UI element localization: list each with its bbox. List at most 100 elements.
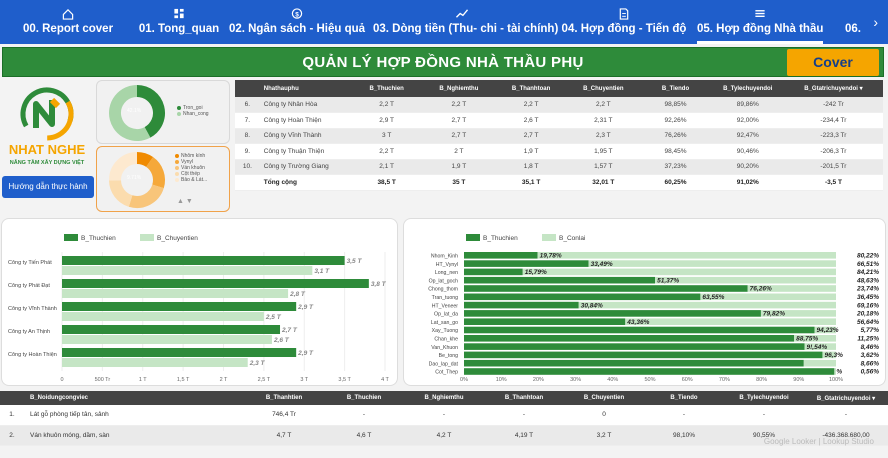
x-tick-label: 2,5 T [258, 377, 271, 383]
bar-B_Chuyentien[interactable] [62, 312, 264, 321]
nav-tab-4[interactable]: 04. Hợp đồng - Tiến độ [560, 0, 688, 44]
column-header[interactable]: B_Nghiemthu [404, 391, 484, 405]
column-header[interactable]: B_Tylechuyendoi [711, 80, 784, 97]
bar-B_Chuyentien[interactable] [62, 335, 272, 344]
donut-slice [136, 85, 165, 138]
bar-B_Thuchien[interactable] [464, 318, 626, 325]
bar-B_Conlai[interactable] [578, 301, 836, 309]
table-row[interactable]: 7. Công ty Hoàn Thiện 2,9 T 2,7 T 2,6 T 2,31 … [235, 112, 883, 129]
table-row[interactable]: 6. Công ty Nhân Hòa 2,2 T 2,2 T 2,2 T 2,2 T 98… [235, 97, 883, 113]
bar-B_Thuchien[interactable] [62, 302, 297, 311]
done-value-label: 79,82% [763, 311, 785, 318]
bar-B_Thuchien[interactable] [464, 359, 804, 367]
svg-text:$: $ [295, 11, 299, 18]
column-header[interactable]: B_Thuchien [324, 391, 404, 405]
bar-B_Thuchien[interactable] [464, 293, 701, 301]
cover-button[interactable]: Cover [787, 49, 879, 76]
bar-B_Thuchien[interactable] [62, 256, 345, 265]
nav-tab-2[interactable]: $02. Ngân sách - Hiệu quả [228, 0, 366, 44]
bar-B_Chuyentien[interactable] [62, 266, 313, 275]
table-row[interactable]: 2. Ván khuôn móng, dầm, sàn 4,7 T 4,6 T 4,2 … [0, 425, 888, 446]
home-icon [62, 8, 74, 20]
column-header[interactable]: B_Tylechuyendoi [724, 391, 804, 405]
legend-item: Vynyl [175, 159, 207, 165]
legend-item: Tron_goi [177, 105, 209, 111]
bar-B_Conlai[interactable] [747, 285, 836, 292]
column-header[interactable]: B_Nghiemthu [422, 80, 495, 97]
bar-B_Conlai[interactable] [834, 368, 836, 375]
done-value-label: 88,75% [796, 336, 818, 343]
remain-value-label: 69,16% [857, 302, 879, 309]
total-cell [235, 174, 260, 191]
column-header[interactable]: B_Noidungcongviec [24, 391, 244, 405]
bar-B_Thuchien[interactable] [464, 285, 748, 292]
bar-B_Thuchien[interactable] [464, 343, 805, 350]
bar-B_Conlai[interactable] [794, 335, 836, 342]
nav-tab-6[interactable]: 06. [833, 0, 873, 44]
total-cell: 38,5 T [350, 174, 423, 191]
column-header[interactable]: B_Tiendo [644, 391, 724, 405]
column-header[interactable]: B_Chuyentien [564, 391, 644, 405]
table-row[interactable]: 1. Lát gỗ phòng tiếp tân, sảnh 746,4 Tr - - -… [0, 405, 888, 426]
bar-B_Conlai[interactable] [537, 252, 836, 259]
bar-B_Conlai[interactable] [700, 293, 836, 301]
legend-item: Bảo & Lát... [175, 177, 207, 183]
bar-B_Conlai[interactable] [522, 268, 836, 276]
bar-B_Chuyentien[interactable] [62, 358, 248, 367]
bar-B_Conlai[interactable] [588, 260, 836, 267]
nav-tab-0[interactable]: 00. Report cover [8, 0, 128, 44]
column-header[interactable]: B_Gtatrichuyendoi ▾ [783, 80, 883, 97]
bar-value-label: 2,6 T [273, 337, 290, 344]
nav-tab-5[interactable]: 05. Hợp đồng Nhà thầu [697, 0, 823, 44]
legend-label: B_Chuyentien [157, 235, 198, 242]
bar-B_Thuchien[interactable] [464, 252, 538, 259]
column-header[interactable]: Nhathauphu [259, 80, 351, 97]
total-cell: 35 T [422, 174, 495, 191]
bar-B_Thuchien[interactable] [62, 325, 281, 334]
bar-B_Thuchien[interactable] [464, 301, 579, 309]
column-header[interactable]: B_Thanhtoan [484, 391, 564, 405]
bar-B_Conlai[interactable] [625, 318, 836, 325]
table-row[interactable]: 10. Công ty Trường Giang 2,1 T 1,9 T 1,8 T 1,… [235, 159, 883, 175]
bar-B_Thuchien[interactable] [464, 335, 795, 342]
done-value-label: 76,26% [750, 286, 772, 293]
column-header[interactable]: B_Thanhtien [244, 391, 324, 405]
column-header[interactable]: B_Thuchien [350, 80, 423, 97]
bar-B_Thuchien[interactable] [464, 260, 589, 267]
table-cell: 1,95 T [567, 143, 640, 160]
remain-value-label: 3,62% [861, 352, 880, 359]
bar-B_Conlai[interactable] [803, 359, 836, 367]
bar-B_Thuchien[interactable] [464, 368, 835, 375]
column-header[interactable]: B_Chuyentien [567, 80, 640, 97]
bar-B_Thuchien[interactable] [62, 279, 369, 288]
nav-tab-3[interactable]: 03. Dòng tiền (Thu- chi - tài chính) [373, 0, 558, 44]
nav-next-icon[interactable]: › [873, 14, 878, 30]
nav-tab-1[interactable]: 01. Tong_quan [138, 0, 220, 44]
bar-B_Conlai[interactable] [814, 326, 836, 334]
bar-B_Conlai[interactable] [655, 276, 836, 284]
column-header[interactable]: B_Thanhtoan [494, 80, 568, 97]
donut-slice [109, 179, 133, 207]
document-icon [619, 8, 629, 20]
table-cell: 2,1 T [350, 159, 423, 175]
remain-value-label: 20,18% [856, 311, 879, 318]
table-row[interactable]: 8. Công ty Vĩnh Thành 3 T 2,7 T 2,7 T 2,3 T 76… [235, 128, 883, 144]
bar-B_Conlai[interactable] [822, 351, 836, 359]
done-value-label: 51,37% [657, 277, 679, 284]
bar-B_Thuchien[interactable] [464, 276, 656, 284]
bar-B_Thuchien[interactable] [464, 351, 823, 359]
bar-B_Thuchien[interactable] [464, 268, 523, 276]
guide-button[interactable]: Hướng dẫn thực hành [2, 176, 94, 198]
bar-B_Conlai[interactable] [760, 310, 836, 317]
legend-pager[interactable]: ▲ ▼ [177, 198, 193, 205]
column-header[interactable]: B_Gtatrichuyendoi ▾ [804, 391, 888, 405]
x-tick-label: 4 T [381, 377, 389, 383]
legend-label: Ván khuôn [181, 165, 205, 171]
bar-B_Thuchien[interactable] [464, 310, 761, 317]
column-header[interactable]: B_Tiendo [639, 80, 712, 97]
bar-B_Thuchien[interactable] [464, 326, 815, 334]
bar-B_Chuyentien[interactable] [62, 289, 289, 298]
bar-B_Conlai[interactable] [804, 343, 836, 350]
bar-B_Thuchien[interactable] [62, 348, 297, 357]
